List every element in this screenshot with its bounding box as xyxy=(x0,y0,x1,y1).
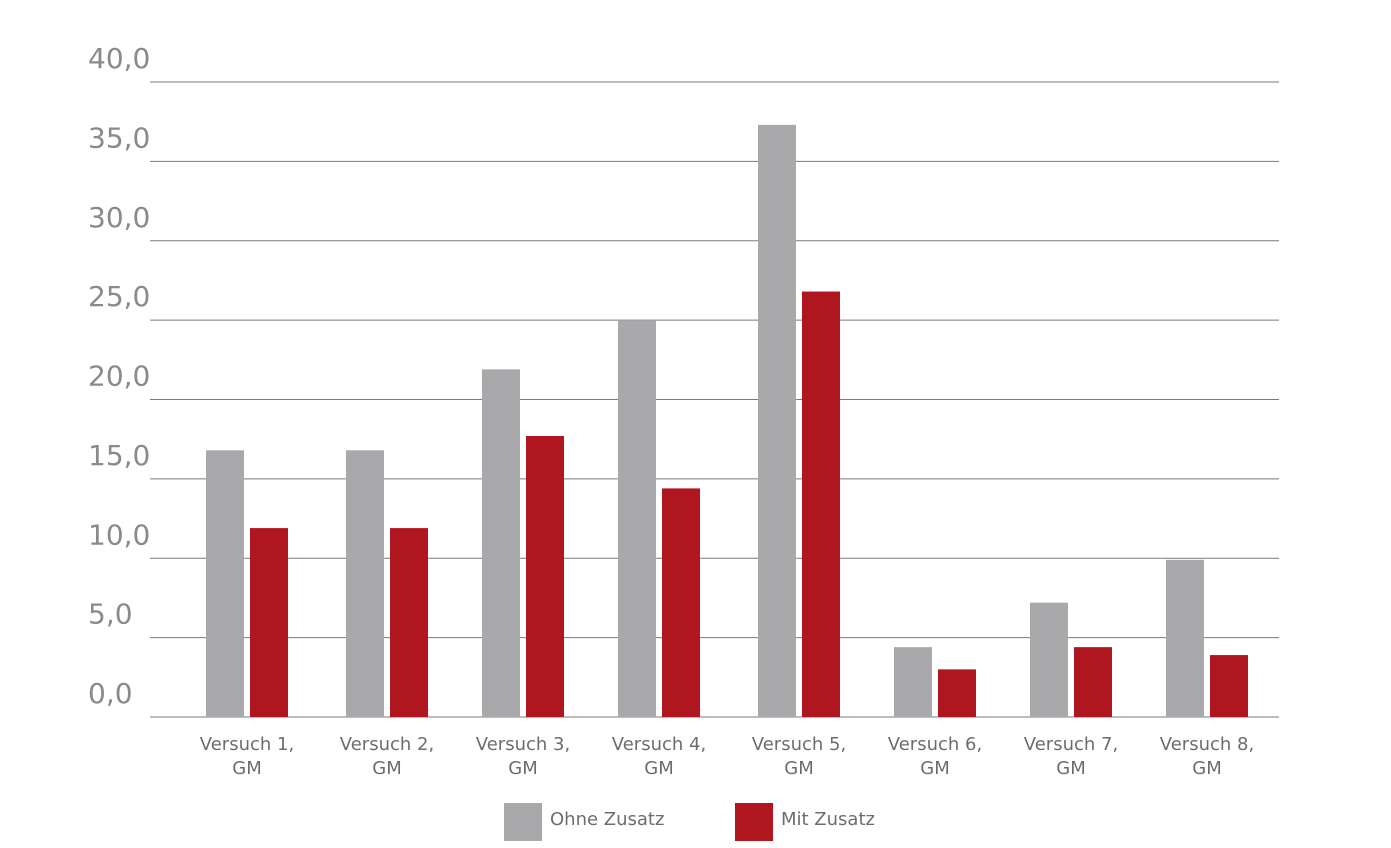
x-tick-label-line: GM xyxy=(1056,758,1085,779)
y-tick-label-5: 25,0 xyxy=(88,280,150,313)
x-tick-label-line: Versuch 2, xyxy=(340,734,434,755)
x-tick-label-line: GM xyxy=(1192,758,1221,779)
x-tick-label-line: Versuch 3, xyxy=(476,734,570,755)
bar-ohne-zusatz-4 xyxy=(618,320,656,717)
bar-mit-zusatz-3 xyxy=(526,436,564,717)
x-tick-label-8: Versuch 8, GM xyxy=(1160,734,1254,779)
y-tick-label-6: 30,0 xyxy=(88,201,150,234)
bar-mit-zusatz-7 xyxy=(1074,647,1112,717)
bar-ohne-zusatz-3 xyxy=(482,369,520,717)
x-tick-label-3: Versuch 3, GM xyxy=(476,734,570,779)
x-tick-label-6: Versuch 6, GM xyxy=(888,734,982,779)
bar-mit-zusatz-5 xyxy=(802,291,840,717)
legend-label-mit-zusatz: Mit Zusatz xyxy=(781,809,875,830)
x-tick-label-7: Versuch 7, GM xyxy=(1024,734,1118,779)
x-tick-label-line: GM xyxy=(920,758,949,779)
x-tick-label-line: Versuch 7, xyxy=(1024,734,1118,755)
bar-mit-zusatz-1 xyxy=(250,528,288,717)
bar-ohne-zusatz-1 xyxy=(206,450,244,717)
y-tick-label-8: 40,0 xyxy=(88,42,150,75)
x-tick-label-line: GM xyxy=(508,758,537,779)
bar-mit-zusatz-2 xyxy=(390,528,428,717)
bar-ohne-zusatz-6 xyxy=(894,647,932,717)
bar-mit-zusatz-4 xyxy=(662,488,700,717)
x-tick-label-line: GM xyxy=(372,758,401,779)
x-tick-label-1: Versuch 1, GM xyxy=(200,734,294,779)
legend-swatch-ohne-zusatz xyxy=(504,803,542,841)
x-tick-label-line: Versuch 1, xyxy=(200,734,294,755)
y-tick-label-0: 0,0 xyxy=(88,677,133,710)
y-tick-label-3: 15,0 xyxy=(88,439,150,472)
x-tick-label-4: Versuch 4, GM xyxy=(612,734,706,779)
legend: Ohne Zusatz Mit Zusatz xyxy=(504,803,875,841)
x-tick-label-2: Versuch 2, GM xyxy=(340,734,434,779)
y-tick-label-4: 20,0 xyxy=(88,360,150,393)
x-tick-label-line: Versuch 8, xyxy=(1160,734,1254,755)
bar-ohne-zusatz-8 xyxy=(1166,559,1204,717)
bar-ohne-zusatz-2 xyxy=(346,450,384,717)
bar-mit-zusatz-6 xyxy=(938,669,976,717)
x-tick-label-line: Versuch 5, xyxy=(752,734,846,755)
legend-swatch-mit-zusatz xyxy=(735,803,773,841)
y-tick-label-7: 35,0 xyxy=(88,121,150,154)
y-tick-label-2: 10,0 xyxy=(88,518,150,551)
x-tick-label-line: Versuch 4, xyxy=(612,734,706,755)
gridlines xyxy=(150,81,1279,718)
x-tick-label-line: Versuch 6, xyxy=(888,734,982,755)
x-tick-label-line: GM xyxy=(784,758,813,779)
x-tick-label-5: Versuch 5, GM xyxy=(752,734,846,779)
bar-ohne-zusatz-7 xyxy=(1030,602,1068,717)
y-axis-tick-labels: 0,0 5,0 10,0 15,0 20,0 25,0 30,0 35,0 40,0 xyxy=(88,42,150,710)
bar-ohne-zusatz-5 xyxy=(758,124,796,718)
legend-label-ohne-zusatz: Ohne Zusatz xyxy=(550,809,664,830)
bar-mit-zusatz-8 xyxy=(1210,655,1248,717)
x-tick-label-line: GM xyxy=(644,758,673,779)
x-tick-label-line: GM xyxy=(232,758,261,779)
y-tick-label-1: 5,0 xyxy=(88,598,133,631)
bars xyxy=(206,124,1248,718)
